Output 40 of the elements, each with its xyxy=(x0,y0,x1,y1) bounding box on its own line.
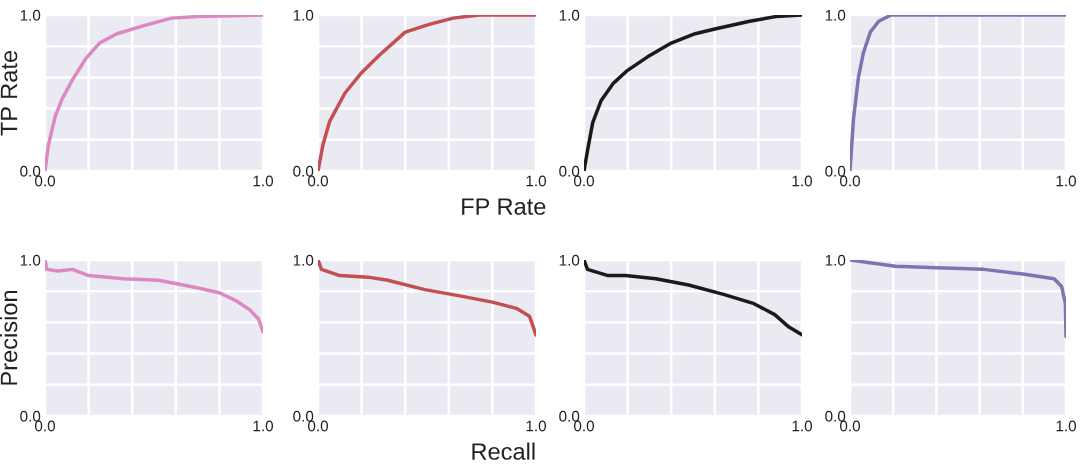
line-series xyxy=(45,15,263,171)
y-tick-label: 0.0 xyxy=(20,165,41,177)
y-tick-label: 1.0 xyxy=(293,9,314,21)
y-tick-label: 1.0 xyxy=(20,9,41,21)
y-tick-label: 0.0 xyxy=(293,410,314,422)
x-tick-label: 1.0 xyxy=(253,420,274,432)
x-tick-label: 1.0 xyxy=(253,175,274,187)
x-axis-title: Recall xyxy=(472,442,535,460)
y-axis-title: TP Rate xyxy=(0,50,18,136)
x-tick-label: 0.0 xyxy=(839,175,861,187)
y-tick-label: 1.0 xyxy=(825,254,846,266)
x-tick-label: 0.0 xyxy=(573,420,595,432)
x-tick-label: 0.0 xyxy=(34,420,56,432)
x-tick-label: 0.0 xyxy=(34,175,56,187)
line-series xyxy=(850,15,1066,171)
y-tick-label: 0.0 xyxy=(559,410,580,422)
x-tick-label: 0.0 xyxy=(307,175,329,187)
y-tick-label: 0.0 xyxy=(293,165,314,177)
x-tick-label: 1.0 xyxy=(792,175,813,187)
x-tick-label: 1.0 xyxy=(792,420,813,432)
y-tick-label: 1.0 xyxy=(20,254,41,266)
y-tick-label: 1.0 xyxy=(559,9,580,21)
x-tick-label: 1.0 xyxy=(1056,175,1077,187)
y-axis-title: Precision xyxy=(0,290,18,385)
line-series xyxy=(584,15,802,171)
x-tick-label: 1.0 xyxy=(526,175,547,187)
y-tick-label: 0.0 xyxy=(825,165,846,177)
x-tick-label: 0.0 xyxy=(573,175,595,187)
x-axis-title: FP Rate xyxy=(462,198,546,215)
x-tick-label: 0.0 xyxy=(839,420,861,432)
x-tick-label: 1.0 xyxy=(526,420,547,432)
y-tick-label: 0.0 xyxy=(825,410,846,422)
y-tick-label: 0.0 xyxy=(559,165,580,177)
line-series xyxy=(318,15,536,171)
y-tick-label: 1.0 xyxy=(559,254,580,266)
y-tick-label: 1.0 xyxy=(825,9,846,21)
x-tick-label: 0.0 xyxy=(307,420,329,432)
y-tick-label: 1.0 xyxy=(293,254,314,266)
x-tick-label: 1.0 xyxy=(1056,420,1077,432)
y-tick-label: 0.0 xyxy=(20,410,41,422)
